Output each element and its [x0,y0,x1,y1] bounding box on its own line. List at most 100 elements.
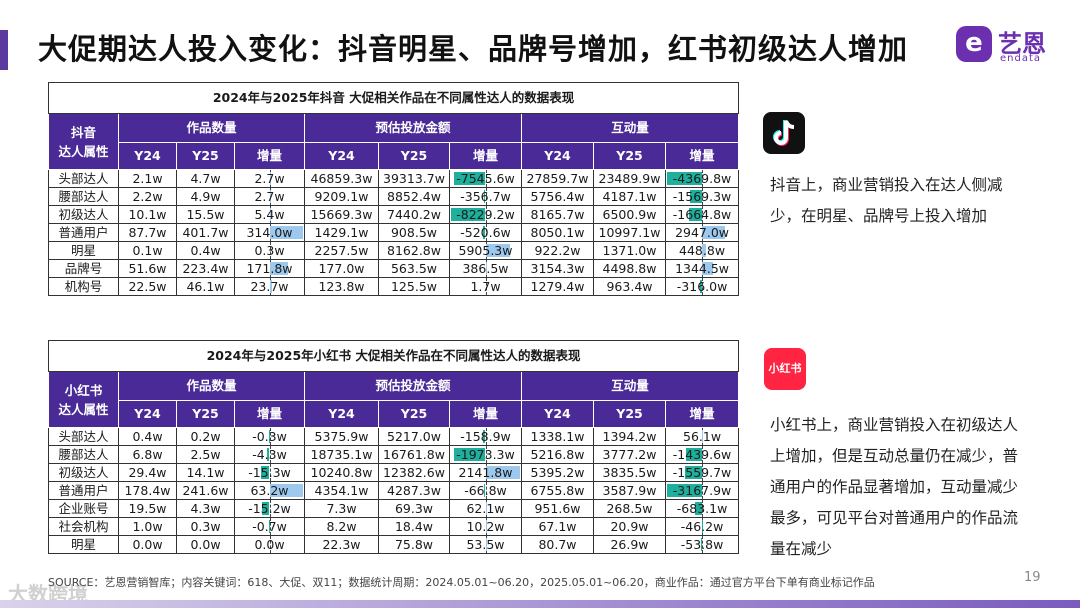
table-cell: 10.2w [449,517,522,536]
table-cell: 922.2w [521,241,594,260]
table-cell: 4287.3w [378,481,450,500]
zero-axis [485,224,487,241]
table-cell: 7440.2w [378,205,450,224]
col-header: Y24 [521,400,594,428]
table-row: 企业账号 19.5w 4.3w -15.2w 7.3w 69.3w 62.1w 951.6w 2… [48,499,740,518]
table-row: 头部达人 0.4w 0.2w -0.3w 5375.9w 5217.0w -158.9w 13… [48,427,740,446]
group-header: 互动量 [520,113,740,143]
table-cell: 87.7w [118,223,177,242]
positive-bar [269,484,303,497]
zero-axis [485,188,487,205]
table-cell: -46.2w [664,517,740,536]
table-cell: 386.5w [449,259,522,278]
title-accent-bar [0,30,8,70]
group-header: 作品数量 [118,113,305,143]
table-cell: 51.6w [118,259,177,278]
table-row: 普通用户 87.7w 401.7w 314.0w 1429.1w 908.5w -520.6… [48,223,740,242]
delta-value: 2141.8w [458,464,513,480]
table-cell: 178.4w [118,481,177,500]
delta-value: -520.6w [460,224,511,240]
zero-axis [269,518,271,535]
negative-bar [267,448,270,461]
table-cell: 18735.1w [304,445,379,464]
zero-axis [702,188,704,205]
table-row: 品牌号 51.6w 223.4w 171.8w 177.0w 563.5w 386.5w 31… [48,259,740,278]
zero-axis [485,206,487,223]
zero-axis [269,464,271,481]
table-cell: 14.1w [176,463,235,482]
delta-value: 0.0w [254,536,285,552]
zero-axis [485,278,487,295]
tiktok-note-icon [763,112,805,154]
delta-value: -4.3w [252,446,287,462]
table-cell: 56.1w [664,427,740,446]
table-cell: 9209.1w [304,187,379,206]
table-cell: -4369.8w [664,169,740,188]
table-cell: 1394.2w [593,427,666,446]
positive-bar [702,244,706,257]
table-cell: 2.7w [234,187,305,206]
table-cell: 0.1w [118,241,177,260]
table-cell: 15669.3w [304,205,379,224]
table-cell: 177.0w [304,259,379,278]
negative-bar [689,190,703,203]
col-header: 增量 [234,400,305,428]
table-cell: 0.4w [118,427,177,446]
table-cell: 448.8w [664,241,740,260]
table-cell: 314.0w [234,223,305,242]
table-row: 明星 0.1w 0.4w 0.3w 2257.5w 8162.8w 5905.3w 922.2… [48,241,740,260]
delta-value: -316.0w [676,278,728,294]
table-cell: 1279.4w [521,277,594,296]
table-cell: 39313.7w [378,169,450,188]
col-header: 增量 [664,142,740,170]
delta-value: 314.0w [246,224,293,240]
table-cell: 8852.4w [378,187,450,206]
xiaohongshu-icon: 小红书 [764,348,806,390]
delta-value: 2.7w [254,170,285,186]
positive-bar [485,502,487,515]
delta-value: 1.7w [470,278,501,294]
delta-value: -1973.3w [456,446,515,462]
table-cell: -683.1w [664,499,740,518]
row-label: 社会机构 [48,517,119,536]
col-header: Y24 [118,142,177,170]
col-header: Y25 [176,142,235,170]
negative-bar [451,208,486,221]
delta-value: 171.8w [246,260,293,276]
table-cell: 1429.1w [304,223,379,242]
row-label: 品牌号 [48,259,119,278]
negative-bar [482,430,486,443]
delta-value: 23.7w [250,278,289,294]
col-header: Y25 [176,400,235,428]
positive-bar [269,208,271,221]
delta-value: 62.1w [466,500,505,516]
table-cell: 0.3w [176,517,235,536]
table-cell: -66.8w [449,481,522,500]
delta-value: -7545.6w [456,170,515,186]
row-label: 初级达人 [48,463,119,482]
delta-value: 1344.5w [675,260,730,276]
table-cell: 4.9w [176,187,235,206]
table-cell: 6755.8w [521,481,594,500]
zero-axis [702,206,704,223]
table-cell: 5756.4w [521,187,594,206]
table-cell: 26.9w [593,535,666,554]
table-cell: 5217.0w [378,427,450,446]
table-cell: 0.0w [234,535,305,554]
table-cell: 563.5w [378,259,450,278]
delta-value: -158.9w [460,428,511,444]
table-cell: 75.8w [378,535,450,554]
zero-axis [702,170,704,187]
positive-bar [702,226,726,239]
table-cell: 2.1w [118,169,177,188]
delta-value: 5905.3w [458,242,513,258]
negative-bar [701,520,703,533]
table-cell: 3835.5w [593,463,666,482]
table-cell: -3167.9w [664,481,740,500]
table-cell: 18.4w [378,517,450,536]
col-header: 增量 [449,400,522,428]
delta-value: -15.2w [248,500,291,516]
row-label: 明星 [48,535,119,554]
delta-value: -66.8w [464,482,507,498]
table-cell: -0.7w [234,517,305,536]
